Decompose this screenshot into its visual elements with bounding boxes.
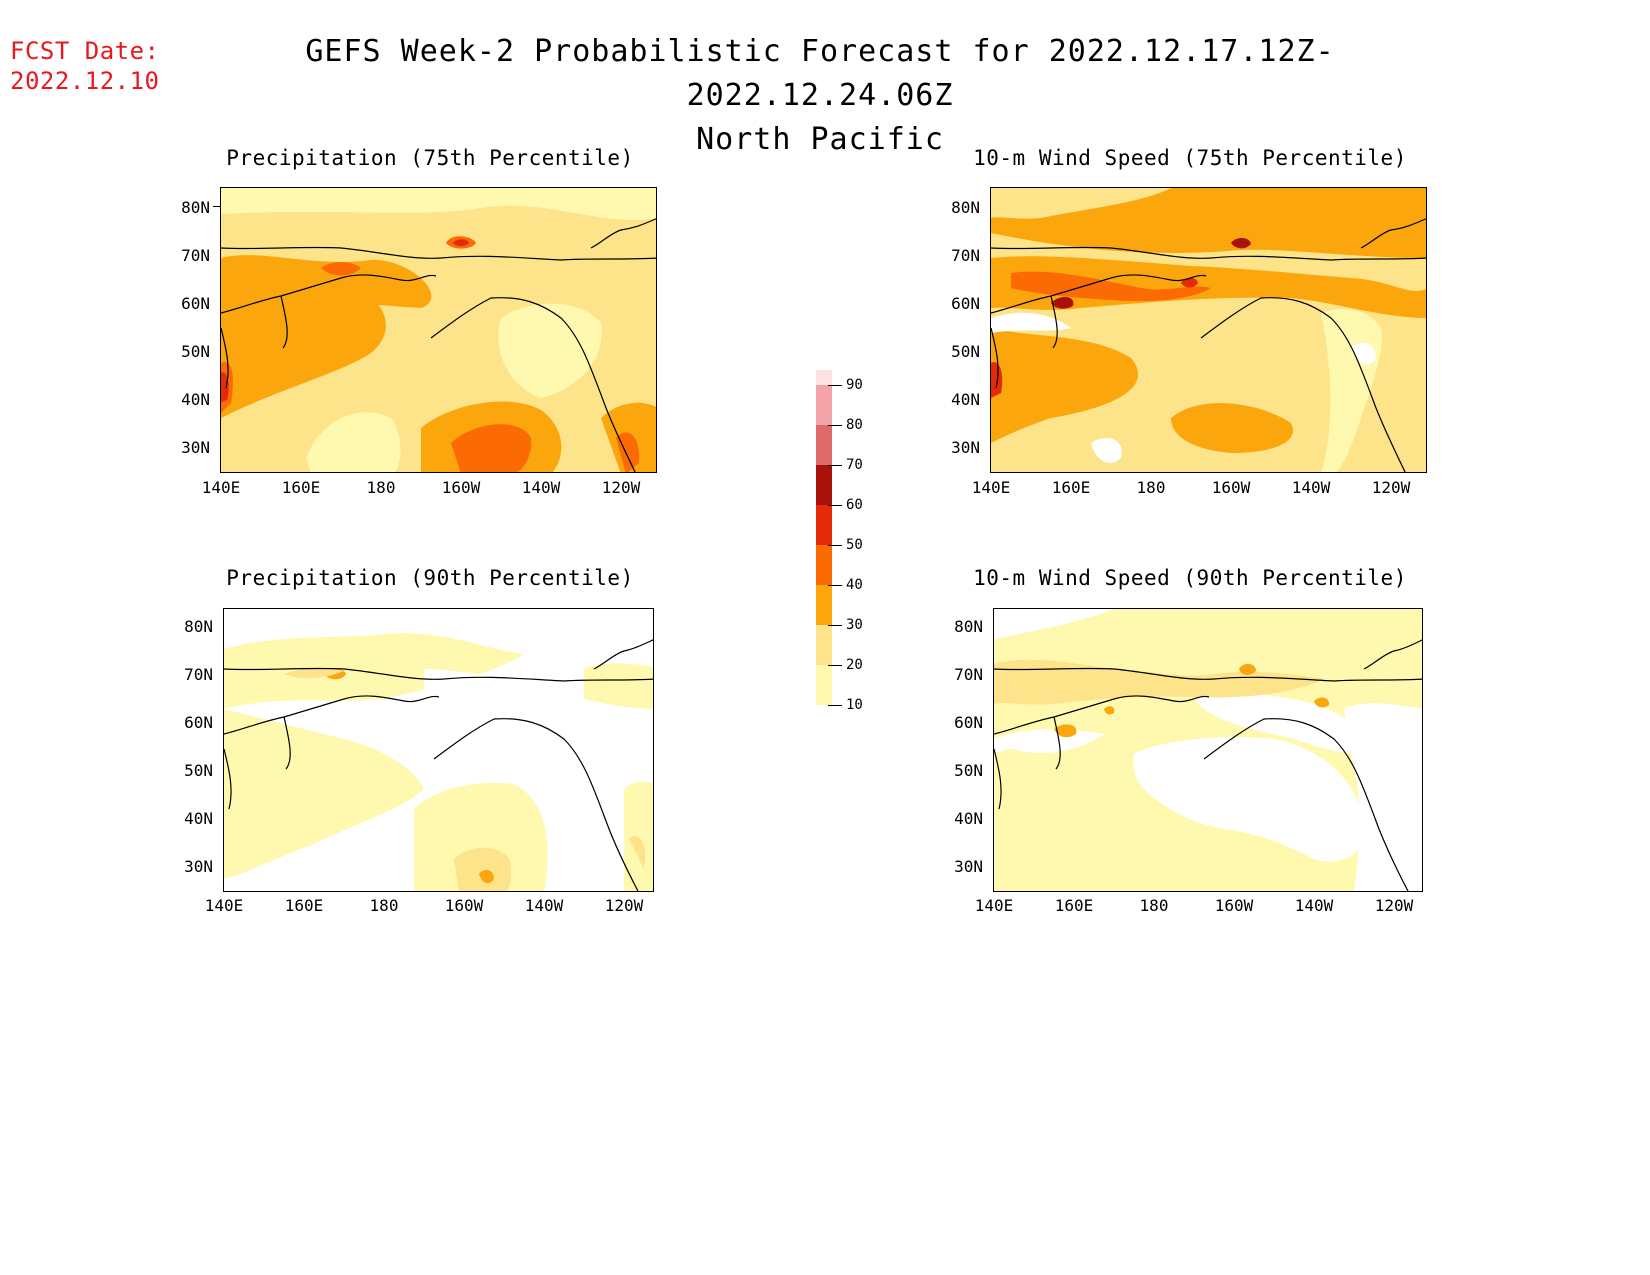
- lat-label: 50N: [184, 761, 213, 780]
- colorbar-tick: [828, 705, 842, 706]
- lat-label: 80N: [184, 617, 213, 636]
- lat-label: 60N: [954, 713, 983, 732]
- colorbar-swatch: [816, 665, 832, 705]
- lat-label: 50N: [181, 342, 210, 361]
- lat-label: 50N: [951, 342, 980, 361]
- fcst-date-label: FCST Date:: [10, 37, 160, 65]
- lon-label: 140E: [204, 896, 244, 915]
- lat-label: 80N: [951, 198, 980, 217]
- colorbar-swatch: [816, 385, 832, 425]
- colorbar-level-label: 10: [846, 697, 863, 713]
- colorbar-tick: [828, 385, 842, 386]
- colorbar-level-label: 90: [846, 377, 863, 393]
- colorbar-level-label: 50: [846, 537, 863, 553]
- colorbar-swatch: [816, 505, 832, 545]
- lat-label: 30N: [951, 438, 980, 457]
- lat-label: 60N: [184, 713, 213, 732]
- colorbar-tick: [828, 665, 842, 666]
- colorbar-tick: [828, 585, 842, 586]
- map-wind-75: [990, 187, 1427, 473]
- lon-label: 160W: [441, 478, 481, 497]
- colorbar-swatch: [816, 545, 832, 585]
- lat-label: 40N: [181, 390, 210, 409]
- lon-label: 140E: [971, 478, 1011, 497]
- colorbar-tick: [828, 505, 842, 506]
- lon-label: 120W: [1374, 896, 1414, 915]
- lat-label: 70N: [181, 246, 210, 265]
- colorbar-tick: [828, 545, 842, 546]
- lat-label: 70N: [954, 665, 983, 684]
- lon-label: 180: [1136, 478, 1166, 497]
- colorbar-level-label: 70: [846, 457, 863, 473]
- colorbar-level-label: 20: [846, 657, 863, 673]
- colorbar-level-label: 80: [846, 417, 863, 433]
- lat-label: 30N: [184, 857, 213, 876]
- lat-label: 60N: [951, 294, 980, 313]
- lat-label: 80N: [181, 198, 210, 217]
- colorbar-tick: [828, 425, 842, 426]
- lat-label: 30N: [181, 438, 210, 457]
- colorbar-swatch: [816, 425, 832, 465]
- panel-title-wind-75: 10-m Wind Speed (75th Percentile): [973, 146, 1407, 170]
- lon-label: 120W: [601, 478, 641, 497]
- colorbar-swatch: [816, 585, 832, 625]
- lon-label: 160E: [1051, 478, 1091, 497]
- lon-label: 160W: [1214, 896, 1254, 915]
- lon-label: 140W: [521, 478, 561, 497]
- title-line-2: North Pacific: [696, 122, 944, 157]
- panel-title-wind-90: 10-m Wind Speed (90th Percentile): [973, 566, 1407, 590]
- lat-tick: [213, 206, 220, 207]
- fcst-date-block: FCST Date: 2022.12.10: [10, 36, 160, 96]
- lat-label: 40N: [951, 390, 980, 409]
- lon-label: 120W: [1371, 478, 1411, 497]
- colorbar-level-label: 40: [846, 577, 863, 593]
- lon-label: 160E: [281, 478, 321, 497]
- map-precip-75: [220, 187, 657, 473]
- lon-label: 140W: [524, 896, 564, 915]
- lon-label: 140W: [1294, 896, 1334, 915]
- colorbar-tick: [828, 625, 842, 626]
- lat-label: 70N: [184, 665, 213, 684]
- colorbar-tick: [828, 465, 842, 466]
- map-precip-90: [223, 608, 654, 892]
- lat-label: 50N: [954, 761, 983, 780]
- lat-label: 30N: [954, 857, 983, 876]
- lat-label: 60N: [181, 294, 210, 313]
- lat-label: 40N: [184, 809, 213, 828]
- colorbar-level-label: 60: [846, 497, 863, 513]
- lon-label: 160E: [284, 896, 324, 915]
- lat-label: 80N: [954, 617, 983, 636]
- colorbar-swatch: [816, 465, 832, 505]
- panel-title-precip-90: Precipitation (90th Percentile): [226, 566, 634, 590]
- lon-label: 180: [369, 896, 399, 915]
- colorbar-swatch: [816, 625, 832, 665]
- lon-label: 140E: [974, 896, 1014, 915]
- map-wind-90: [993, 608, 1423, 892]
- colorbar-swatch: [816, 370, 832, 385]
- colorbar-level-label: 30: [846, 617, 863, 633]
- lon-label: 120W: [604, 896, 644, 915]
- colorbar: [816, 370, 832, 705]
- lon-label: 180: [1139, 896, 1169, 915]
- lon-label: 160W: [1211, 478, 1251, 497]
- lon-label: 180: [366, 478, 396, 497]
- lon-label: 140E: [201, 478, 241, 497]
- lat-label: 70N: [951, 246, 980, 265]
- lon-label: 140W: [1291, 478, 1331, 497]
- figure-title: GEFS Week-2 Probabilistic Forecast for 2…: [190, 30, 1450, 162]
- panel-title-precip-75: Precipitation (75th Percentile): [226, 146, 634, 170]
- lon-label: 160W: [444, 896, 484, 915]
- lat-label: 40N: [954, 809, 983, 828]
- lon-label: 160E: [1054, 896, 1094, 915]
- title-line-1: GEFS Week-2 Probabilistic Forecast for 2…: [305, 34, 1335, 113]
- fcst-date-value: 2022.12.10: [10, 67, 160, 95]
